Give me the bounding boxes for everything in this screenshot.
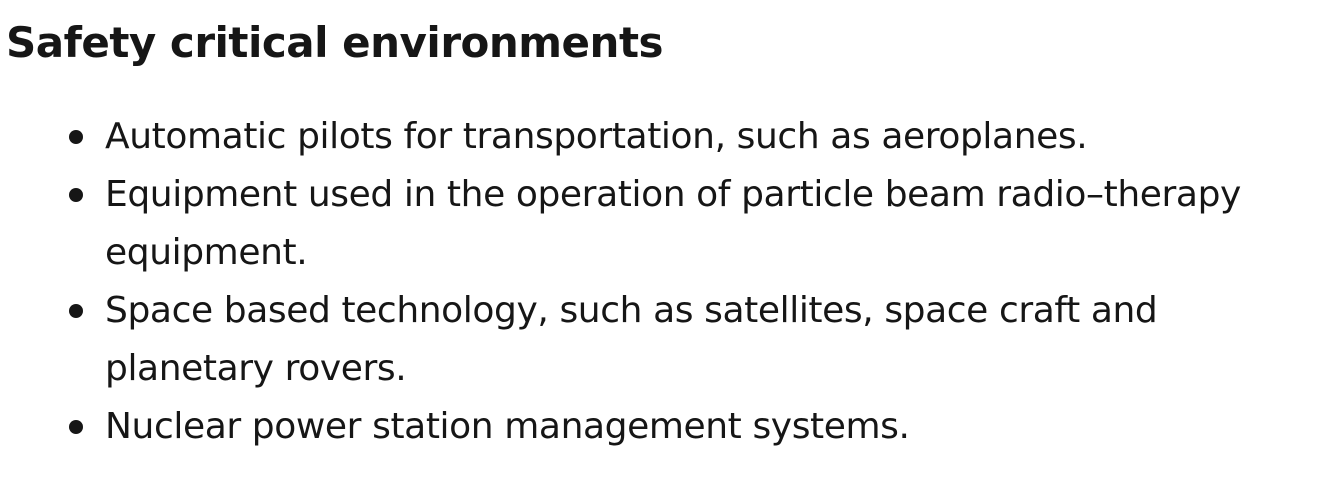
- bullet-icon: [69, 188, 83, 202]
- section-heading: Safety critical environments: [6, 18, 664, 67]
- list-item: Nuclear power station management systems…: [68, 398, 1318, 456]
- list-item: Automatic pilots for transportation, suc…: [68, 108, 1318, 166]
- bullet-list: Automatic pilots for transportation, suc…: [68, 108, 1318, 456]
- list-item-text: Equipment used in the operation of parti…: [105, 174, 1241, 273]
- list-item-text: Space based technology, such as satellit…: [105, 290, 1158, 389]
- bullet-icon: [69, 130, 83, 144]
- list-item: Equipment used in the operation of parti…: [68, 166, 1318, 282]
- list-item-text: Nuclear power station management systems…: [105, 406, 910, 447]
- list-item-text: Automatic pilots for transportation, suc…: [105, 116, 1088, 157]
- bullet-icon: [69, 420, 83, 434]
- bullet-icon: [69, 304, 83, 318]
- list-item: Space based technology, such as satellit…: [68, 282, 1318, 398]
